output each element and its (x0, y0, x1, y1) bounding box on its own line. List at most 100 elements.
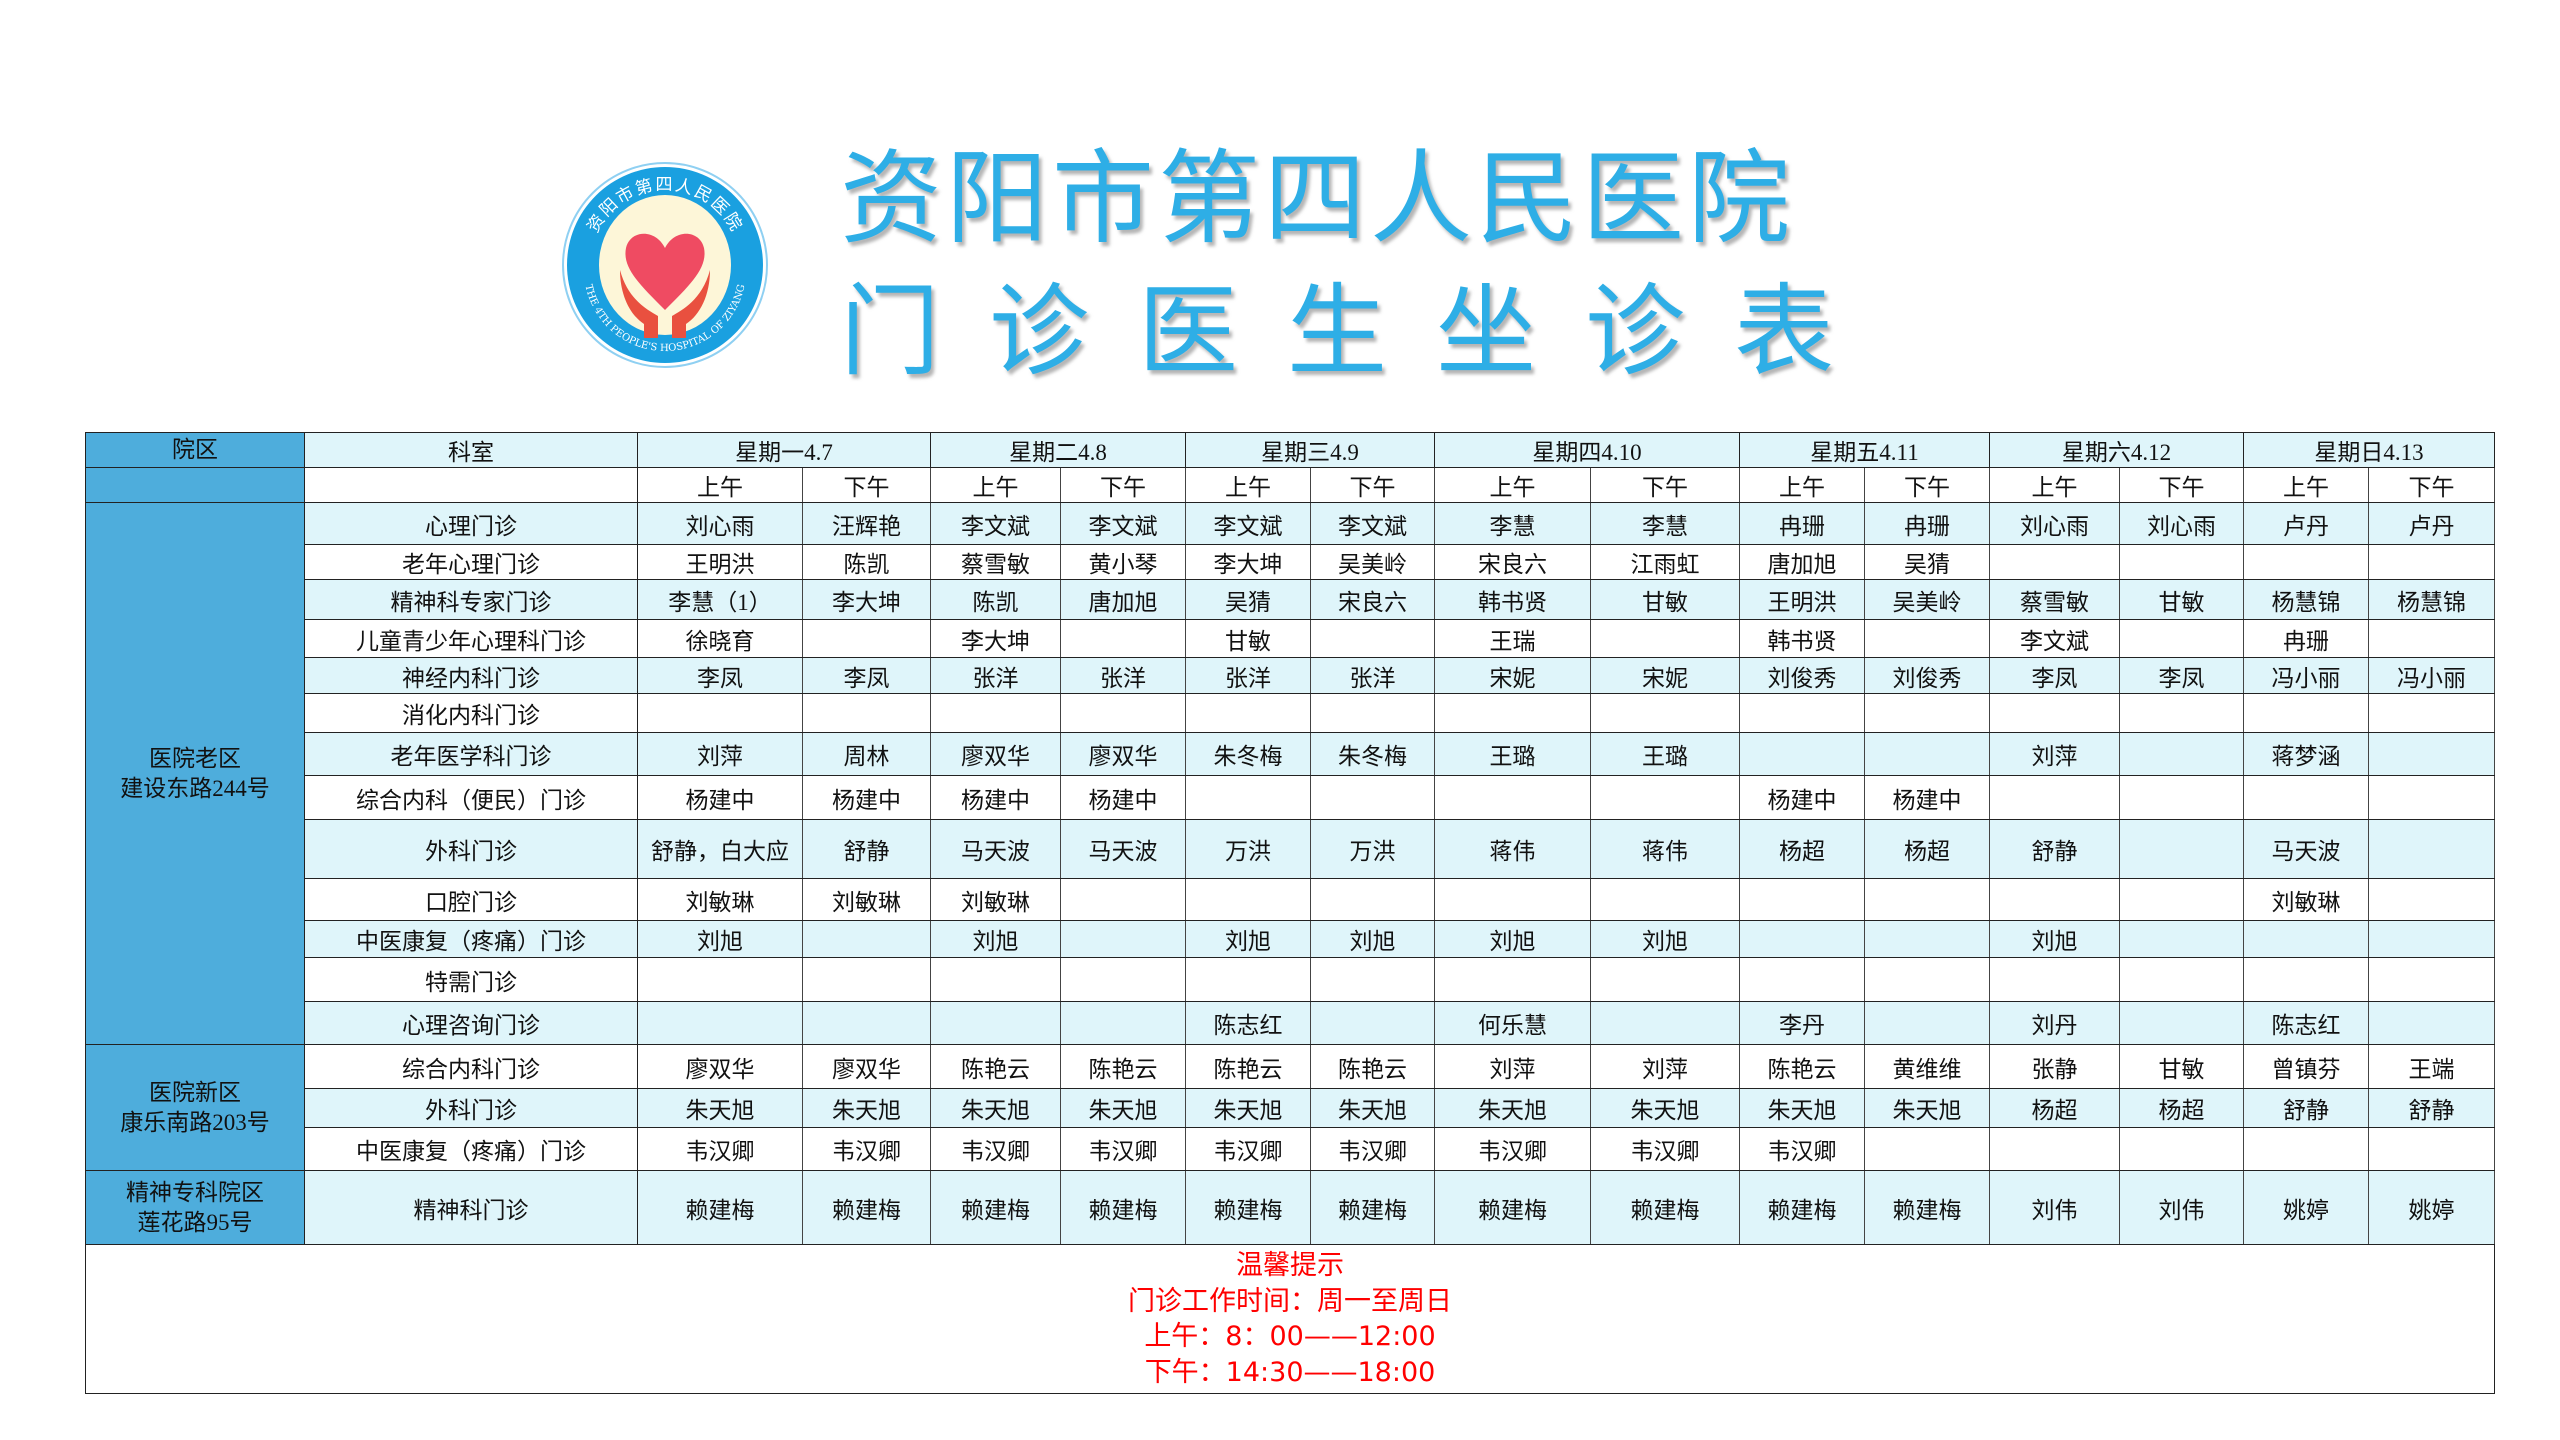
schedule-title: 门诊医生坐诊表 (840, 273, 1883, 390)
doctor-cell: 黄小琴 (1060, 544, 1186, 580)
doctor-cell: 刘俊秀 (1739, 657, 1865, 694)
doctor-cell (2368, 619, 2495, 658)
doctor-cell: 刘心雨 (1989, 502, 2120, 545)
doctor-cell: 李文斌 (1310, 502, 1435, 545)
doctor-cell: 李大坤 (802, 579, 931, 620)
doctor-cell: 朱天旭 (802, 1088, 931, 1128)
doctor-cell: 舒静 (1989, 819, 2120, 879)
doctor-cell (2119, 544, 2244, 580)
doctor-cell (637, 1001, 803, 1045)
doctor-cell: 朱天旭 (1434, 1088, 1591, 1128)
doctor-cell: 舒静 (2243, 1088, 2369, 1128)
campus-name-line: 精神专科院区 (126, 1179, 264, 1205)
department-name: 儿童青少年心理科门诊 (304, 619, 638, 658)
session-am: 上午 (1434, 467, 1591, 503)
doctor-cell (1989, 878, 2120, 921)
doctor-cell (1864, 878, 1990, 921)
table-row: 外科门诊 朱天旭 朱天旭 朱天旭 朱天旭 朱天旭 朱天旭 朱天旭 朱天旭 朱天旭 朱天旭 杨超 杨超 舒静… (86, 1088, 2495, 1128)
doctor-cell (1864, 693, 1990, 733)
doctor-cell: 江雨虹 (1590, 544, 1740, 580)
doctor-cell: 杨建中 (1739, 775, 1865, 820)
doctor-cell (637, 957, 803, 1002)
doctor-cell: 李大坤 (1185, 544, 1311, 580)
campus-name-line: 医院老区 (149, 745, 241, 771)
department-name: 神经内科门诊 (304, 657, 638, 694)
doctor-cell: 李文斌 (930, 502, 1061, 545)
doctor-cell (2368, 544, 2495, 580)
doctor-cell (1989, 957, 2120, 1002)
doctor-cell (2119, 1127, 2244, 1171)
doctor-cell: 刘萍 (1989, 732, 2120, 776)
doctor-cell: 赖建梅 (1739, 1170, 1865, 1245)
doctor-cell (2243, 957, 2369, 1002)
doctor-cell: 蒋伟 (1590, 819, 1740, 879)
doctor-cell (2368, 1127, 2495, 1171)
notice-row: 温馨提示 门诊工作时间：周一至周日 上午：8：00——12:00 下午：14:30——… (85, 1244, 2495, 1394)
doctor-cell (1434, 957, 1591, 1002)
session-pm: 下午 (1060, 467, 1186, 503)
table-row: 口腔门诊 刘敏琳 刘敏琳 刘敏琳 刘敏琳 (86, 878, 2495, 921)
doctor-cell: 张洋 (1310, 657, 1435, 694)
doctor-cell (1590, 775, 1740, 820)
doctor-cell: 廖双华 (637, 1044, 803, 1089)
doctor-cell: 张洋 (1060, 657, 1186, 694)
doctor-cell (1864, 732, 1990, 776)
doctor-cell: 朱冬梅 (1185, 732, 1311, 776)
doctor-cell (1739, 920, 1865, 958)
doctor-cell (2368, 957, 2495, 1002)
doctor-cell: 王明洪 (1739, 579, 1865, 620)
department-name: 特需门诊 (304, 957, 638, 1002)
doctor-cell: 刘伟 (2119, 1170, 2244, 1245)
session-pm: 下午 (1864, 467, 1990, 503)
doctor-cell (1739, 732, 1865, 776)
doctor-cell (1864, 1127, 1990, 1171)
doctor-cell: 杨建中 (1060, 775, 1186, 820)
doctor-cell (2243, 775, 2369, 820)
doctor-cell: 赖建梅 (1434, 1170, 1591, 1245)
doctor-cell (1864, 1001, 1990, 1045)
doctor-cell (2119, 878, 2244, 921)
doctor-cell: 刘心雨 (2119, 502, 2244, 545)
doctor-cell: 唐加旭 (1060, 579, 1186, 620)
doctor-cell (1989, 775, 2120, 820)
doctor-cell: 李文斌 (1185, 502, 1311, 545)
campus-name-line: 康乐南路203号 (120, 1109, 270, 1135)
doctor-cell (2119, 775, 2244, 820)
doctor-cell (930, 693, 1061, 733)
doctor-cell (2119, 732, 2244, 776)
campus-header-blank (85, 467, 305, 503)
doctor-cell: 杨超 (1739, 819, 1865, 879)
doctor-cell: 韦汉卿 (1060, 1127, 1186, 1171)
doctor-cell (2119, 957, 2244, 1002)
table-row: 儿童青少年心理科门诊 徐晓育 李大坤 甘敏 王瑞 韩书贤 李文斌 冉珊 (86, 619, 2495, 658)
doctor-cell: 王端 (2368, 1044, 2495, 1089)
doctor-cell: 杨超 (1989, 1088, 2120, 1128)
doctor-cell: 马天波 (930, 819, 1061, 879)
table-row: 消化内科门诊 (86, 693, 2495, 733)
department-name: 消化内科门诊 (304, 693, 638, 733)
doctor-cell: 甘敏 (2119, 579, 2244, 620)
doctor-cell: 蒋梦涵 (2243, 732, 2369, 776)
doctor-cell: 吴美岭 (1864, 579, 1990, 620)
doctor-cell: 吴猜 (1864, 544, 1990, 580)
doctor-cell: 韩书贤 (1739, 619, 1865, 658)
doctor-cell (1989, 1127, 2120, 1171)
doctor-cell: 刘旭 (1434, 920, 1591, 958)
hospital-logo: 资阳市第四人民医院 THE 4TH PEOPLE'S HOSPITAL OF Z… (562, 162, 768, 368)
doctor-cell: 刘俊秀 (1864, 657, 1990, 694)
doctor-cell (2368, 1001, 2495, 1045)
doctor-cell (1590, 619, 1740, 658)
doctor-cell (2368, 732, 2495, 776)
doctor-cell: 朱天旭 (637, 1088, 803, 1128)
doctor-cell: 韦汉卿 (930, 1127, 1061, 1171)
doctor-cell: 韦汉卿 (1739, 1127, 1865, 1171)
doctor-cell: 姚婷 (2368, 1170, 2495, 1245)
session-pm: 下午 (1590, 467, 1740, 503)
doctor-cell: 朱天旭 (1864, 1088, 1990, 1128)
doctor-cell: 李文斌 (1989, 619, 2120, 658)
doctor-cell (1590, 878, 1740, 921)
table-row: 中医康复（疼痛）门诊 韦汉卿 韦汉卿 韦汉卿 韦汉卿 韦汉卿 韦汉卿 韦汉卿 韦汉卿 韦汉卿 (86, 1127, 2495, 1171)
doctor-cell (1060, 920, 1186, 958)
doctor-cell: 甘敏 (2119, 1044, 2244, 1089)
doctor-cell: 陈艳云 (1310, 1044, 1435, 1089)
